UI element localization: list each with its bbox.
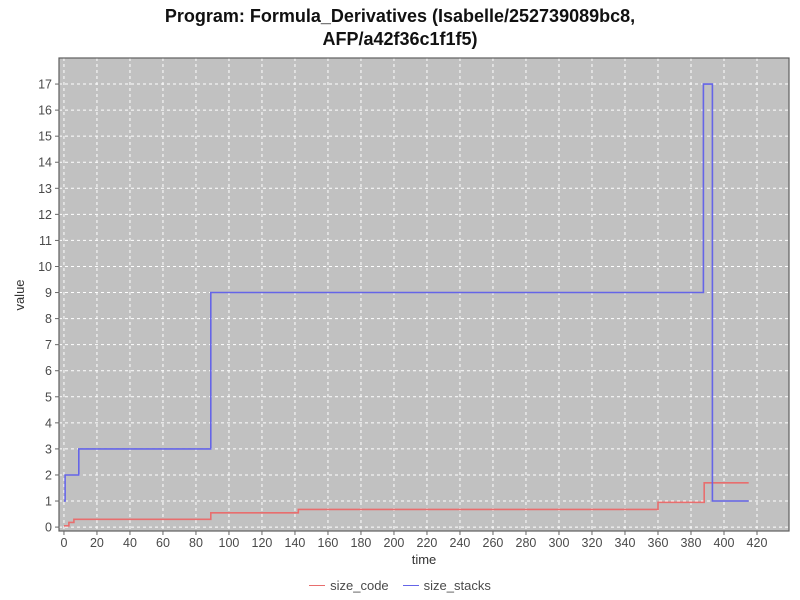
- series-line-size_stacks: [64, 83, 749, 502]
- svg-text:2: 2: [45, 468, 52, 482]
- svg-text:12: 12: [38, 208, 52, 222]
- svg-text:300: 300: [549, 536, 570, 550]
- axis-ticks: [55, 83, 758, 535]
- svg-text:8: 8: [45, 312, 52, 326]
- legend-line-size-code-icon: [309, 585, 326, 586]
- svg-text:320: 320: [582, 536, 603, 550]
- chart-title: Program: Formula_Derivatives (Isabelle/2…: [0, 5, 800, 51]
- series-line-size_code: [64, 482, 749, 527]
- svg-text:120: 120: [252, 536, 273, 550]
- svg-text:80: 80: [189, 536, 203, 550]
- x-axis-label: time: [411, 552, 437, 567]
- svg-text:11: 11: [39, 234, 52, 248]
- svg-text:15: 15: [38, 130, 52, 144]
- svg-text:240: 240: [450, 536, 471, 550]
- svg-text:220: 220: [417, 536, 438, 550]
- svg-text:7: 7: [45, 338, 52, 352]
- legend-label-size-code: size_code: [330, 578, 389, 593]
- svg-text:3: 3: [45, 442, 52, 456]
- svg-text:380: 380: [681, 536, 702, 550]
- svg-text:6: 6: [45, 364, 52, 378]
- svg-text:200: 200: [384, 536, 405, 550]
- legend: size_code size_stacks: [0, 578, 800, 593]
- legend-item-size-stacks: size_stacks: [402, 578, 491, 593]
- svg-text:340: 340: [615, 536, 636, 550]
- svg-text:0: 0: [45, 521, 52, 535]
- legend-label-size-stacks: size_stacks: [423, 578, 491, 593]
- x-tick-labels: 0 20 40 60 80 100 120 140 160 180 200 220 240 260 280 3…: [60, 536, 767, 550]
- chart-title-line-1: Program: Formula_Derivatives (Isabelle/2…: [164, 6, 636, 26]
- svg-text:10: 10: [38, 260, 52, 274]
- svg-text:160: 160: [318, 536, 339, 550]
- svg-text:9: 9: [45, 286, 52, 300]
- svg-text:260: 260: [483, 536, 504, 550]
- legend-line-size-stacks-icon: [402, 585, 419, 586]
- svg-text:140: 140: [285, 536, 306, 550]
- svg-text:0: 0: [60, 536, 67, 550]
- svg-text:40: 40: [123, 536, 137, 550]
- svg-text:400: 400: [714, 536, 735, 550]
- svg-text:420: 420: [747, 536, 768, 550]
- svg-text:280: 280: [516, 536, 537, 550]
- svg-text:5: 5: [45, 390, 52, 404]
- svg-text:20: 20: [90, 536, 104, 550]
- y-axis-label: value: [12, 279, 27, 311]
- svg-text:14: 14: [38, 156, 52, 170]
- plot-background: [59, 58, 789, 531]
- svg-text:100: 100: [219, 536, 240, 550]
- svg-text:180: 180: [351, 536, 372, 550]
- svg-text:13: 13: [38, 182, 52, 196]
- svg-text:4: 4: [45, 416, 52, 430]
- svg-text:60: 60: [156, 536, 170, 550]
- svg-text:1: 1: [45, 495, 52, 509]
- svg-text:360: 360: [648, 536, 669, 550]
- svg-text:17: 17: [38, 78, 52, 92]
- chart-title-line-2: AFP/a42f36c1f1f5): [322, 29, 478, 49]
- legend-item-size-code: size_code: [309, 578, 389, 593]
- plot-border: [58, 57, 790, 532]
- svg-text:16: 16: [38, 104, 52, 118]
